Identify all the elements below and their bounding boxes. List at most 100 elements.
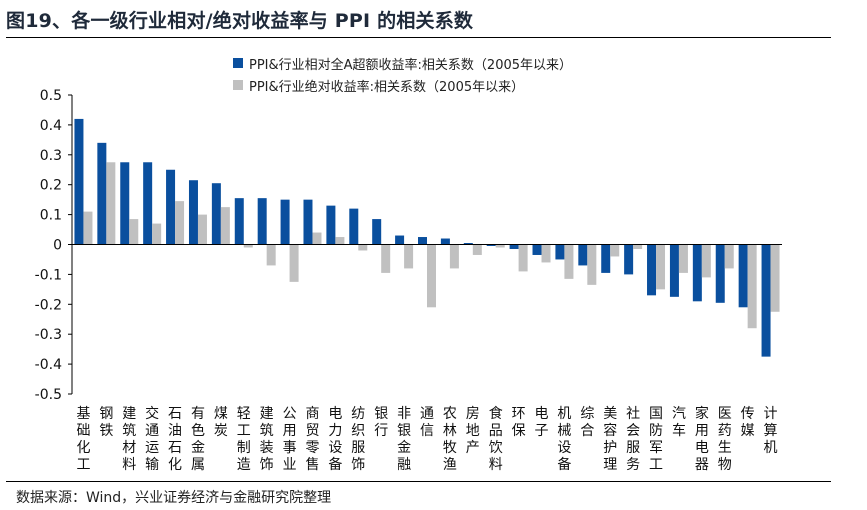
- y-tick-label: 0.1: [40, 208, 62, 224]
- bar-series-2: [152, 223, 162, 245]
- category-label: 电力设备: [328, 406, 342, 473]
- bar-series-1: [555, 244, 565, 260]
- bar-series-2: [427, 244, 436, 308]
- legend-label-series-1: PPI&行业相对全A超额收益率:相关系数（2005年以来）: [249, 57, 573, 73]
- category-label: 基础化工: [76, 405, 90, 473]
- category-label: 商贸零售: [305, 406, 319, 473]
- y-tick-label: 0.3: [40, 148, 62, 164]
- bar-series-2: [724, 244, 734, 269]
- category-label: 计算机: [764, 406, 778, 456]
- bar-series-2: [266, 244, 276, 266]
- bar-series-1: [74, 118, 84, 245]
- bar-series-1: [97, 142, 107, 245]
- category-label: 纺织服饰: [351, 406, 365, 473]
- legend-swatch-series-2: [233, 80, 243, 90]
- bar-series-2: [243, 244, 253, 248]
- bar-series-2: [610, 244, 620, 257]
- category-label: 农林牧渔: [443, 406, 457, 473]
- bar-series-2: [83, 211, 93, 245]
- bar-series-2: [770, 244, 780, 312]
- bar-series-1: [692, 244, 702, 302]
- category-label: 房地产: [466, 406, 480, 456]
- legend-label-series-2: PPI&行业绝对收益率:相关系数（2005年以来）: [249, 79, 525, 95]
- bar-series-1: [326, 205, 336, 245]
- category-label: 建筑装饰: [260, 406, 274, 473]
- category-label: 公用事业: [283, 406, 297, 473]
- category-label: 有色金属: [191, 406, 205, 473]
- footer-divider: [6, 481, 831, 482]
- bar-series-1: [188, 180, 198, 245]
- bar-series-2: [472, 244, 482, 255]
- bar-series-2: [335, 237, 345, 245]
- y-tick-label: 0: [53, 238, 62, 254]
- bar-series-1: [647, 244, 657, 296]
- y-tick-label: -0.2: [35, 297, 62, 313]
- bar-series-2: [747, 244, 757, 329]
- bar-series-1: [120, 162, 130, 245]
- bar-series-1: [303, 199, 313, 245]
- legend-item-series-1: PPI&行业相对全A超额收益率:相关系数（2005年以来）: [233, 52, 572, 74]
- bar-series-2: [564, 244, 574, 279]
- bar-chart: 0.5 0.4 0.3 0.2 0.1 0 -0.1 -0.2 -0.3 -0.4 -0.5 基础化工…: [35, 88, 782, 473]
- bar-series-2: [129, 219, 139, 245]
- bar-series-1: [418, 237, 427, 245]
- figure-title: 图19、各一级行业相对/绝对收益率与 PPI 的相关系数: [6, 10, 474, 32]
- bar-series-2: [495, 244, 505, 248]
- bar-series-2: [106, 162, 116, 245]
- bar-series-1: [166, 169, 176, 245]
- bar-series-1: [715, 244, 725, 303]
- category-label: 交通运输: [145, 405, 159, 473]
- category-label: 美容护理: [603, 406, 617, 473]
- bar-series-1: [395, 235, 405, 245]
- bar-series-2: [656, 244, 666, 290]
- bar-series-2: [633, 244, 643, 249]
- category-label: 食品饮料: [489, 405, 503, 473]
- category-label: 医药生物: [718, 406, 732, 473]
- y-tick-label: -0.1: [35, 267, 62, 283]
- bar-series-2: [678, 244, 688, 273]
- bar-series-2: [541, 244, 551, 263]
- bar-series-1: [349, 208, 359, 245]
- bar-series-1: [211, 183, 221, 245]
- bar-series-1: [486, 244, 496, 246]
- bar-series-1: [532, 244, 542, 255]
- bar-series-2: [312, 232, 322, 245]
- bar-series-2: [518, 244, 528, 272]
- bar-series-2: [358, 244, 368, 251]
- y-tick-label: 0.2: [40, 178, 62, 194]
- bar-series-1: [463, 243, 473, 245]
- y-tick-label: 0.4: [40, 118, 62, 134]
- category-label: 石油石化: [168, 406, 182, 473]
- legend-item-series-2: PPI&行业绝对收益率:相关系数（2005年以来）: [233, 74, 572, 96]
- bar-series-1: [143, 162, 153, 245]
- source-note: 数据来源：Wind，兴业证券经济与金融研究院整理: [16, 490, 332, 506]
- bar-series-1: [372, 219, 382, 245]
- bar-series-2: [381, 244, 391, 273]
- bar-series-1: [669, 244, 679, 297]
- category-label: 钢铁: [99, 406, 113, 439]
- bar-series-1: [234, 198, 244, 245]
- category-label: 综合: [580, 406, 594, 439]
- bar-series-1: [257, 198, 267, 245]
- y-tick-label: -0.5: [35, 387, 62, 403]
- category-label: 传媒: [741, 406, 755, 439]
- bar-series-1: [440, 238, 450, 245]
- bar-series-1: [738, 244, 748, 308]
- bar-series-1: [509, 244, 519, 249]
- category-label: 国防军工: [649, 406, 663, 473]
- category-label: 电子: [535, 406, 549, 439]
- chart-legend: PPI&行业相对全A超额收益率:相关系数（2005年以来） PPI&行业绝对收益…: [233, 52, 572, 96]
- bar-series-1: [624, 244, 634, 275]
- bar-series-1: [601, 244, 611, 273]
- category-label: 非银金融: [397, 406, 411, 473]
- bar-series-2: [220, 207, 230, 245]
- bar-series-2: [449, 244, 459, 269]
- bar-series-1: [578, 244, 588, 266]
- category-label: 机械设备: [557, 406, 571, 473]
- y-tick-label: -0.4: [35, 357, 62, 373]
- bar-series-2: [289, 244, 299, 282]
- bar-series-1: [280, 199, 290, 245]
- bar-series-2: [701, 244, 711, 278]
- category-label: 家用电器: [695, 405, 709, 473]
- bar-series-2: [587, 244, 597, 285]
